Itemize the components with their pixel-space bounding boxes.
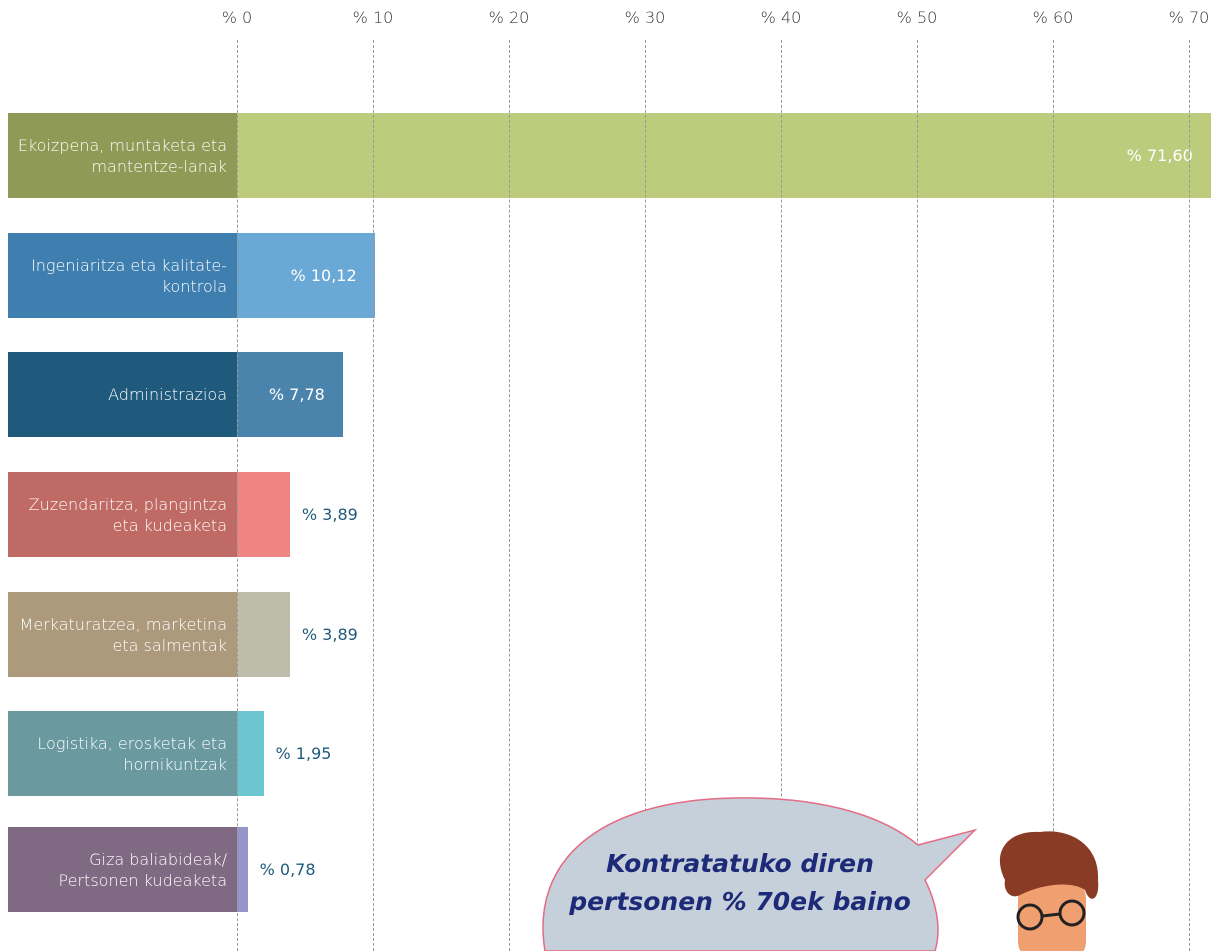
bar bbox=[237, 352, 343, 437]
x-tick-label: % 60 bbox=[1032, 8, 1074, 27]
grid-line bbox=[781, 40, 782, 951]
bar bbox=[237, 827, 248, 912]
grid-line bbox=[237, 40, 238, 951]
category-label: Zuzendaritza, plangintza eta kudeaketa bbox=[8, 472, 239, 557]
value-label: % 3,89 bbox=[301, 505, 358, 524]
category-label: Ingeniaritza eta kalitate-kontrola bbox=[8, 233, 239, 318]
grid-line bbox=[1189, 40, 1190, 951]
x-tick-label: % 0 bbox=[221, 8, 253, 27]
bar bbox=[237, 711, 264, 796]
x-tick-label: % 40 bbox=[760, 8, 802, 27]
category-label: Ekoizpena, muntaketa eta mantentze-lanak bbox=[8, 113, 239, 198]
category-label: Logistika, erosketak eta hornikuntzak bbox=[8, 711, 239, 796]
grid-line bbox=[917, 40, 918, 951]
x-tick-label: % 70 bbox=[1168, 8, 1210, 27]
bar bbox=[237, 592, 290, 677]
bubble-text: Kontratatuko diren bbox=[606, 849, 874, 878]
grid-line bbox=[645, 40, 646, 951]
bar bbox=[237, 472, 290, 557]
grid-line bbox=[373, 40, 374, 951]
value-label: % 0,78 bbox=[259, 860, 316, 879]
x-tick-label: % 10 bbox=[352, 8, 394, 27]
x-tick-label: % 50 bbox=[896, 8, 938, 27]
character bbox=[999, 831, 1099, 951]
bar bbox=[237, 233, 375, 318]
value-label: % 1,95 bbox=[275, 744, 332, 763]
grid-line bbox=[1053, 40, 1054, 951]
bar bbox=[237, 113, 1211, 198]
x-tick-label: % 20 bbox=[488, 8, 530, 27]
category-label: Merkaturatzea, marketina eta salmentak bbox=[8, 592, 239, 677]
speech-bubble bbox=[542, 797, 978, 951]
x-tick-label: % 30 bbox=[624, 8, 666, 27]
category-label: Administrazioa bbox=[8, 352, 239, 437]
bubble-text: pertsonen % 70ek baino bbox=[568, 887, 911, 916]
grid-line bbox=[509, 40, 510, 951]
value-label: % 7,78 bbox=[268, 385, 325, 404]
value-label: % 10,12 bbox=[290, 266, 357, 285]
category-label: Giza baliabideak/ Pertsonen kudeaketa bbox=[8, 827, 239, 912]
value-label: % 71,60 bbox=[1126, 146, 1193, 165]
value-label: % 3,89 bbox=[301, 625, 358, 644]
